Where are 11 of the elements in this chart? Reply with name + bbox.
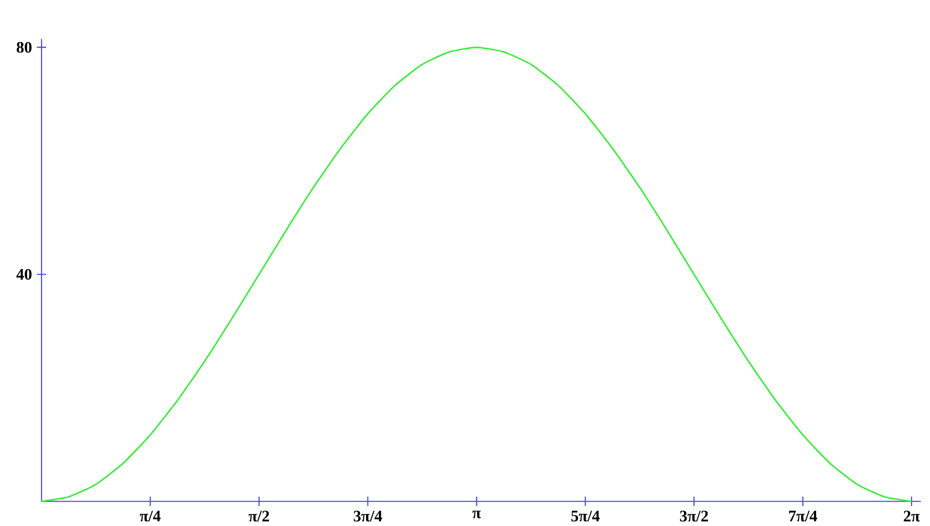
line-series xyxy=(40,46,912,502)
x-tick-label: 5π/4 xyxy=(571,510,600,522)
y-tick-label: 80 xyxy=(16,42,32,53)
x-tick-label: 2π xyxy=(904,510,920,522)
y-tick-label: 40 xyxy=(16,268,32,280)
x-tick-label: π/4 xyxy=(140,510,161,522)
x-tick-label: 3π/2 xyxy=(680,510,708,522)
x-tick-label: 3π/4 xyxy=(354,510,382,522)
x-tick-label: π xyxy=(472,510,481,518)
x-tick-label: 7π/4 xyxy=(789,510,818,522)
x-tick-label: π/2 xyxy=(248,510,270,522)
